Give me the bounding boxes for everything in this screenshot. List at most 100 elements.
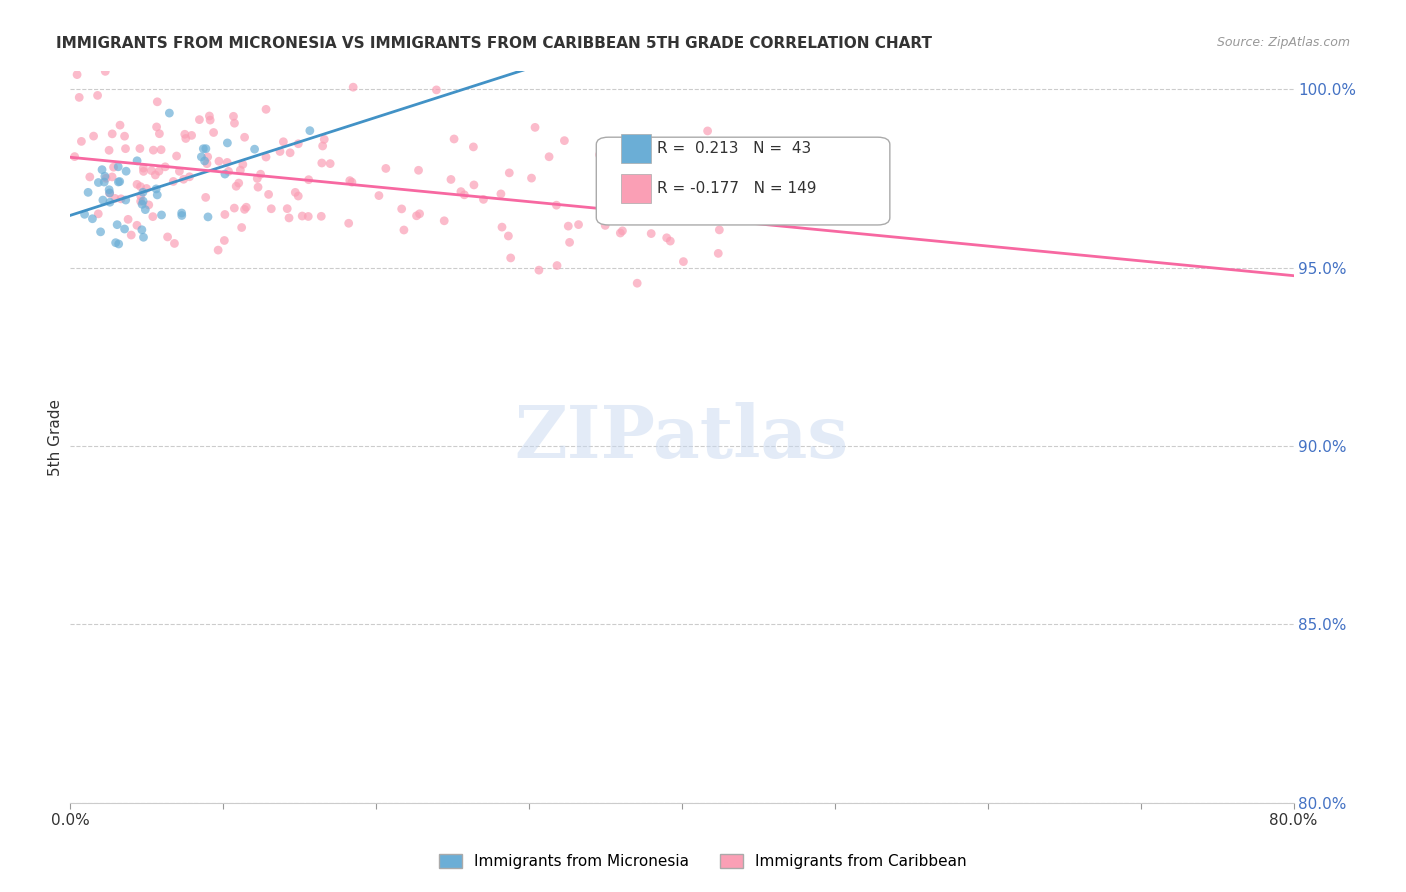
Immigrants from Caribbean [224,116,246,130]
Immigrants from Caribbean [174,131,197,145]
Immigrants from Caribbean [87,207,110,221]
Immigrants from Caribbean [284,186,307,200]
Immigrants from Caribbean [110,192,132,206]
Immigrants from Caribbean [132,161,155,175]
Immigrants from Caribbean [498,229,520,244]
Immigrants from Caribbean [83,129,105,144]
Immigrants from Caribbean [524,120,547,135]
Immigrants from Micronesia [115,164,138,178]
Immigrants from Micronesia [114,222,136,236]
Immigrants from Caribbean [311,156,333,170]
Immigrants from Micronesia [94,169,117,184]
Immigrants from Caribbean [553,134,575,148]
Immigrants from Micronesia [132,186,155,200]
Immigrants from Caribbean [340,175,363,189]
Immigrants from Micronesia [214,167,236,181]
Immigrants from Caribbean [128,142,150,156]
Immigrants from Micronesia [125,153,148,168]
Immigrants from Caribbean [214,234,236,248]
Immigrants from Caribbean [156,230,179,244]
Immigrants from Caribbean [228,176,250,190]
Immigrants from Caribbean [337,216,360,230]
Immigrants from Caribbean [138,198,160,212]
Immigrants from Caribbean [246,171,269,186]
Immigrants from Caribbean [297,210,319,224]
Immigrants from Caribbean [218,164,240,178]
Immigrants from Caribbean [101,127,124,141]
Text: ZIPatlas: ZIPatlas [515,401,849,473]
Immigrants from Micronesia [170,206,193,220]
Immigrants from Caribbean [114,129,136,144]
Immigrants from Caribbean [254,150,277,164]
Immigrants from Caribbean [202,126,225,140]
Immigrants from Caribbean [148,164,170,178]
Immigrants from Caribbean [169,164,191,178]
Y-axis label: 5th Grade: 5th Grade [48,399,63,475]
Immigrants from Caribbean [557,219,579,233]
Immigrants from Micronesia [132,194,155,208]
Immigrants from Caribbean [179,169,201,184]
Immigrants from Caribbean [79,169,101,184]
Text: Source: ZipAtlas.com: Source: ZipAtlas.com [1216,36,1350,49]
Immigrants from Caribbean [129,179,152,194]
Immigrants from Micronesia [190,150,212,164]
Immigrants from Caribbean [672,254,695,268]
Immigrants from Caribbean [450,185,472,199]
Immigrants from Caribbean [117,212,139,227]
Immigrants from Caribbean [392,223,415,237]
Immigrants from Caribbean [194,190,217,204]
Immigrants from Caribbean [707,246,730,260]
Immigrants from Caribbean [101,169,124,184]
Immigrants from Micronesia [114,193,136,207]
Immigrants from Caribbean [129,189,152,203]
Immigrants from Micronesia [107,160,129,174]
Immigrants from Caribbean [520,171,543,186]
Immigrants from Caribbean [609,226,631,240]
Immigrants from Caribbean [269,145,291,159]
Immigrants from Micronesia [91,193,114,207]
Immigrants from Micronesia [98,186,121,200]
Immigrants from Micronesia [91,162,114,177]
Immigrants from Caribbean [374,161,396,176]
Immigrants from Caribbean [104,191,127,205]
Immigrants from Micronesia [170,209,193,223]
Immigrants from Caribbean [247,180,270,194]
Immigrants from Caribbean [368,188,391,202]
Immigrants from Caribbean [319,156,342,170]
Immigrants from Caribbean [146,95,169,109]
Immigrants from Caribbean [408,163,430,178]
Immigrants from Micronesia [150,208,173,222]
Immigrants from Caribbean [142,143,165,157]
Immigrants from Caribbean [405,209,427,223]
Immigrants from Caribbean [231,220,253,235]
Immigrants from Caribbean [278,145,301,160]
Text: IMMIGRANTS FROM MICRONESIA VS IMMIGRANTS FROM CARIBBEAN 5TH GRADE CORRELATION CH: IMMIGRANTS FROM MICRONESIA VS IMMIGRANTS… [56,36,932,51]
Immigrants from Caribbean [425,83,447,97]
Immigrants from Caribbean [696,124,718,138]
Immigrants from Caribbean [188,112,211,127]
Immigrants from Caribbean [125,219,148,233]
Immigrants from Micronesia [98,183,121,197]
Immigrants from Caribbean [626,276,648,290]
Immigrants from Caribbean [163,236,186,251]
Immigrants from Caribbean [197,150,219,164]
Immigrants from Caribbean [287,189,309,203]
Immigrants from Caribbean [659,234,682,248]
Immigrants from Caribbean [287,136,309,151]
Immigrants from Caribbean [546,198,568,212]
Immigrants from Caribbean [145,120,167,134]
Immigrants from Caribbean [235,200,257,214]
Immigrants from Micronesia [107,175,129,189]
Immigrants from Caribbean [63,150,86,164]
Immigrants from Caribbean [173,172,195,186]
Immigrants from Caribbean [298,172,321,186]
Immigrants from Caribbean [229,163,252,178]
Immigrants from Caribbean [70,135,93,149]
Immigrants from Caribbean [655,231,678,245]
Immigrants from Caribbean [225,179,247,194]
Immigrants from Caribbean [567,218,589,232]
Immigrants from Caribbean [198,113,221,128]
Immigrants from Micronesia [146,188,169,202]
Immigrants from Caribbean [103,160,125,174]
Immigrants from Micronesia [217,136,239,150]
